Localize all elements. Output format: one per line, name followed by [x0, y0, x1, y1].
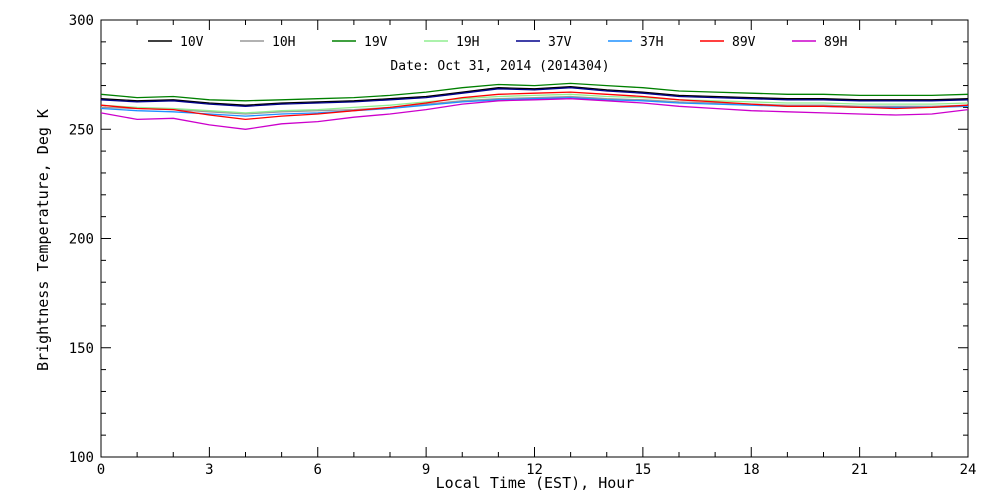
legend-label: 19V [364, 35, 388, 50]
legend: 10V 10H 19V 19H 37V 37H 89V 89H [148, 35, 847, 50]
legend-label: 37H [640, 35, 663, 50]
y-axis-label: Brightness Temperature, Deg K [34, 109, 52, 371]
legend-label: 10V [180, 35, 204, 50]
y-tick-label: 300 [69, 13, 94, 29]
series-layer [100, 82, 969, 130]
axis-ticks: 0 3 6 9 12 15 18 21 24 100 150 200 250 300 [69, 13, 977, 478]
legend-label: 89V [732, 35, 756, 50]
y-tick-label: 100 [69, 450, 94, 466]
x-tick-label: 3 [205, 462, 213, 478]
x-tick-label: 9 [422, 462, 430, 478]
series-line-89h [100, 98, 969, 130]
y-tick-label: 150 [69, 341, 94, 357]
x-tick-label: 24 [960, 462, 977, 478]
x-tick-label: 21 [851, 462, 868, 478]
series-line-10v [100, 85, 969, 106]
series-line-10h [100, 95, 969, 115]
x-axis-label: Local Time (EST), Hour [436, 474, 635, 492]
legend-label: 10H [272, 35, 295, 50]
x-tick-label: 0 [97, 462, 105, 478]
x-tick-label: 12 [526, 462, 543, 478]
series-line-37v [100, 87, 969, 107]
x-tick-label: 18 [743, 462, 760, 478]
series-line-89v [100, 91, 969, 121]
legend-label: 89H [824, 35, 847, 50]
x-tick-label: 6 [314, 462, 322, 478]
x-tick-label: 15 [634, 462, 651, 478]
series-line-19v [100, 82, 969, 102]
legend-label: 37V [548, 35, 572, 50]
series-line-19h [100, 93, 969, 114]
legend-label: 19H [456, 35, 479, 50]
chart-annotation: Date: Oct 31, 2014 (2014304) [390, 59, 609, 74]
y-tick-label: 250 [69, 122, 94, 138]
y-tick-label: 200 [69, 232, 94, 248]
